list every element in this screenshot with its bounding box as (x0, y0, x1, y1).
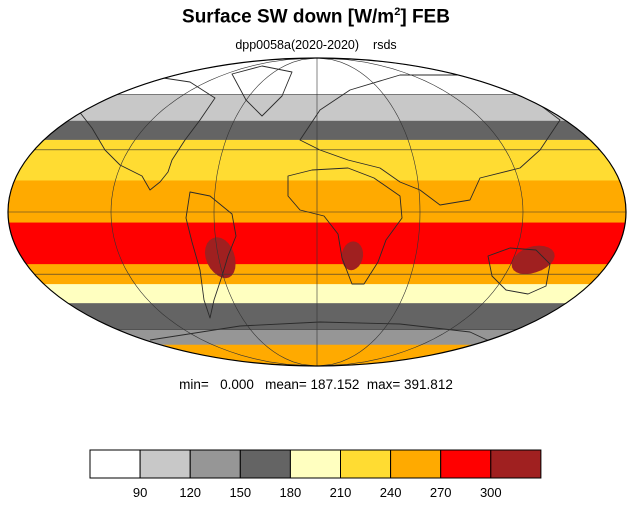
field-band-3 (8, 139, 626, 161)
colorbar-box-4 (289, 449, 341, 479)
colorbar-tick-label: 300 (480, 485, 502, 500)
field-band-12 (8, 344, 626, 366)
meridian--60 (213, 58, 318, 366)
colorbar-tick-label: 180 (280, 485, 302, 500)
field-band-11 (8, 329, 626, 346)
field-statistics: min= 0.000 mean= 187.152 max= 391.812 (179, 377, 453, 392)
colorbar-tick-label: 150 (229, 485, 251, 500)
colorbar-labels: 90 120 150 180 210 240 270 300 (133, 485, 502, 500)
colorbar: 90 120 150 180 210 240 270 300 (89, 449, 542, 500)
colorbar-box-8 (490, 449, 542, 479)
colorbar-box-0 (89, 449, 141, 479)
colorbar-box-7 (440, 449, 492, 479)
colorbar-tick-label: 90 (133, 485, 147, 500)
map-field (8, 58, 626, 366)
field-band-10 (8, 303, 626, 330)
region-max-australia (511, 245, 555, 275)
coastline-antarctica (149, 321, 501, 347)
field-band-4 (8, 159, 626, 181)
field-band-5 (8, 180, 626, 202)
coastline-north-america (69, 75, 216, 191)
field-band-2 (8, 120, 626, 141)
meridian-60 (316, 58, 421, 366)
colorbar-boxes (89, 449, 542, 479)
max-value: 391.812 (404, 377, 453, 392)
colorbar-tick-label: 270 (430, 485, 452, 500)
colorbar-tick-label: 120 (179, 485, 201, 500)
meridian--120 (110, 58, 318, 366)
coastline-eurasia (299, 74, 561, 206)
region-max-southern-africa (341, 241, 364, 271)
field-band-0 (8, 58, 626, 96)
region-max-south-america (204, 237, 236, 279)
coastline-australia (487, 247, 551, 295)
regional-maxima (204, 237, 555, 279)
colorbar-tick-label: 210 (330, 485, 352, 500)
colorbar-box-1 (139, 449, 191, 479)
colorbar-box-5 (340, 449, 392, 479)
mean-value: 187.152 (310, 377, 360, 392)
map-border (7, 57, 627, 367)
min-value: 0.000 (220, 377, 254, 392)
variable-name: rsds (373, 38, 397, 52)
coastline-africa (287, 167, 403, 285)
field-band-9 (8, 284, 626, 304)
chart-title: Surface SW down [W/m2] FEB (182, 6, 450, 28)
colorbar-box-6 (390, 449, 442, 479)
chart-subtitle: dpp0058a(2020-2020) rsds (0, 38, 632, 52)
field-band-1 (8, 94, 626, 122)
colorbar-box-3 (239, 449, 291, 479)
coastline-south-america (185, 191, 237, 319)
meridian-120 (316, 58, 524, 366)
run-id: dpp0058a(2020-2020) (235, 38, 360, 52)
colorbar-box-2 (189, 449, 241, 479)
colorbar-tick-label: 240 (380, 485, 402, 500)
